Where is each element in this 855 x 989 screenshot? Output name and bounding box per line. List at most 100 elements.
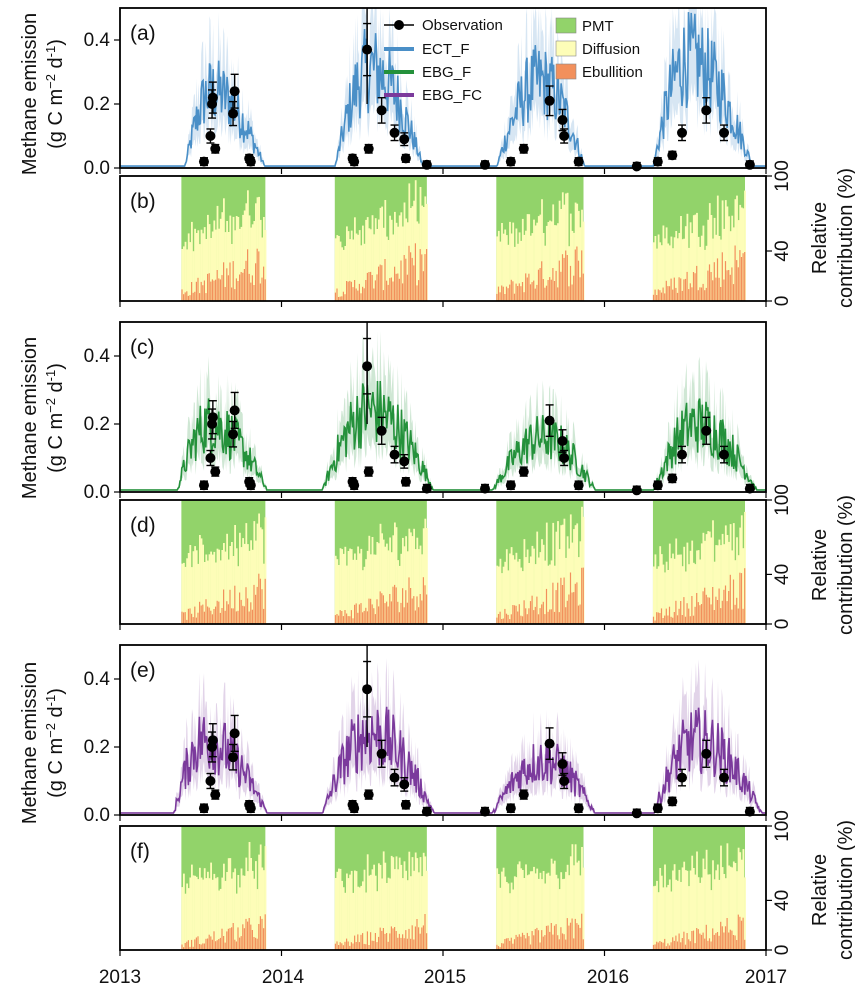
legend-item-pmt: PMT	[555, 17, 614, 35]
ebullition-area	[347, 941, 349, 950]
diffusion-area	[684, 226, 687, 301]
diffusion-area	[248, 215, 251, 301]
diffusion-area	[675, 231, 678, 301]
ebullition-area	[710, 941, 712, 950]
diffusion-area	[207, 214, 209, 301]
ebullition-area	[374, 614, 376, 624]
ebullition-area	[723, 279, 725, 301]
ebullition-area	[419, 933, 421, 950]
ebullition-area	[704, 938, 706, 950]
ebullition-area	[421, 600, 423, 624]
diffusion-area	[686, 542, 689, 624]
observation-point	[559, 131, 570, 141]
legend-ebullition-label: Ebullition	[582, 64, 643, 81]
ebullition-area	[512, 943, 514, 950]
observation-point	[518, 466, 529, 477]
diffusion-area	[365, 559, 367, 624]
diffusion-area	[712, 520, 714, 624]
diffusion-area	[362, 225, 364, 301]
ebullition-area	[207, 273, 209, 301]
diffusion-area	[397, 226, 399, 301]
ebullition-area	[342, 616, 344, 624]
diffusion-area	[732, 861, 735, 950]
ebullition-area	[521, 282, 524, 301]
diffusion-area	[210, 238, 212, 301]
ebullition-area	[355, 288, 357, 301]
ebullition-area	[189, 608, 191, 624]
ebullition-area	[397, 273, 399, 301]
diffusion-area	[338, 565, 340, 624]
ebullition-area	[242, 924, 244, 950]
diffusion-area	[683, 238, 686, 301]
diffusion-area	[194, 228, 196, 301]
observation-point	[245, 803, 256, 814]
diffusion-area	[688, 564, 690, 624]
ebullition-area	[263, 928, 265, 950]
ebullition-area	[256, 938, 258, 950]
ebullition-area	[184, 292, 186, 301]
diffusion-area	[557, 878, 559, 950]
ebullition-area	[403, 938, 405, 950]
ebullition-area	[536, 596, 538, 624]
ebullition-area	[371, 604, 373, 624]
ebullition-area	[258, 924, 260, 950]
diffusion-area	[531, 871, 534, 950]
diffusion-area	[549, 220, 551, 301]
diffusion-area	[667, 243, 670, 301]
ebullition-area	[224, 287, 226, 301]
diffusion-area	[520, 240, 523, 301]
ebullition-area	[576, 582, 578, 624]
diffusion-area	[700, 235, 703, 301]
observation-point	[559, 776, 570, 786]
ebullition-area	[558, 939, 560, 950]
diffusion-area	[676, 238, 679, 301]
ebullition-area	[219, 612, 221, 624]
diffusion-area	[528, 563, 531, 624]
diffusion-area	[422, 207, 425, 301]
ebullition-area	[416, 285, 418, 301]
ebullition-area	[381, 265, 383, 301]
diffusion-area	[239, 887, 241, 950]
y-tick-label: 40	[772, 890, 793, 911]
diffusion-area	[205, 878, 208, 950]
ebullition-area	[216, 940, 218, 950]
observation-point	[210, 789, 221, 800]
legend-diffusion-label: Diffusion	[582, 41, 640, 58]
ebullition-area	[376, 599, 378, 624]
diffusion-area	[528, 874, 531, 950]
ebullition-area	[689, 616, 691, 624]
diffusion-area	[501, 573, 503, 624]
diffusion-area	[229, 546, 232, 624]
ebullition-area	[223, 936, 225, 950]
ebullition-area	[539, 268, 541, 301]
ebullition-area	[683, 279, 685, 301]
diffusion-area	[358, 553, 361, 624]
ebullition-area	[234, 939, 236, 950]
diffusion-area	[255, 861, 257, 950]
diffusion-area	[227, 559, 230, 624]
diffusion-area	[654, 885, 657, 950]
ebullition-area	[205, 599, 207, 624]
ebullition-area	[381, 930, 383, 950]
ebullition-area	[239, 274, 241, 301]
diffusion-area	[707, 219, 710, 301]
y-tick-label: 0.4	[84, 346, 111, 367]
ebullition-area	[740, 920, 743, 950]
ebullition-area	[411, 257, 413, 301]
ebullition-area	[406, 602, 408, 624]
ebullition-area	[368, 945, 370, 950]
ebullition-area	[688, 939, 690, 950]
ebullition-area	[739, 250, 741, 301]
diffusion-area	[729, 866, 732, 950]
ebullition-area	[501, 285, 503, 301]
ebullition-area	[541, 261, 543, 301]
ebullition-area	[699, 933, 701, 950]
ebullition-area	[662, 618, 664, 624]
diffusion-area	[376, 542, 379, 624]
diffusion-area	[537, 878, 540, 950]
diffusion-area	[392, 857, 395, 950]
ebullition-area	[721, 600, 723, 624]
observation-point	[631, 161, 642, 172]
ebullition-area	[664, 938, 666, 950]
ebullition-area	[239, 937, 241, 950]
